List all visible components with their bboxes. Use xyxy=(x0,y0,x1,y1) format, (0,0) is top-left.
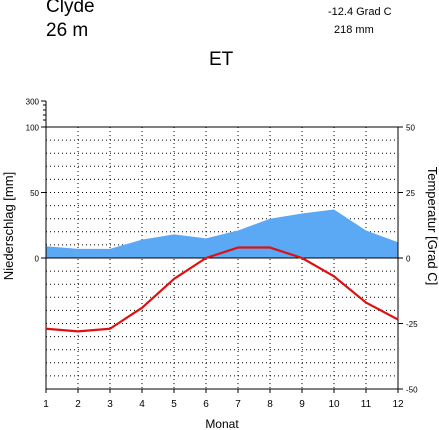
x-tick-label: 9 xyxy=(299,399,305,410)
left-tick-label: 0 xyxy=(35,255,40,264)
x-tick-label: 12 xyxy=(392,399,404,410)
left-axis-label: Niederschlag [mm] xyxy=(1,172,16,280)
right-tick-label: 50 xyxy=(406,124,415,133)
x-tick-label: 5 xyxy=(171,399,177,410)
precipitation-area xyxy=(45,209,399,258)
x-tick-label: 3 xyxy=(107,399,113,410)
x-tick-label: 10 xyxy=(328,399,340,410)
x-tick-label: 6 xyxy=(203,399,209,410)
x-tick-label: 1 xyxy=(43,399,49,410)
left-tick-label: 50 xyxy=(30,189,39,198)
annual-temperature: -12.4 Grad C xyxy=(328,6,392,18)
x-tick-label: 7 xyxy=(235,399,241,410)
station-name: Clyde xyxy=(46,0,95,17)
left-tick-label: 100 xyxy=(26,124,40,133)
precipitation-area-fill xyxy=(46,209,398,258)
x-tick-label: 4 xyxy=(139,399,145,410)
station-elevation: 26 m xyxy=(46,20,89,41)
right-tick-label: -50 xyxy=(406,386,418,395)
annual-precipitation: 218 mm xyxy=(334,24,374,36)
x-tick-label: 11 xyxy=(361,399,372,410)
x-tick-label: 8 xyxy=(267,399,273,410)
chart-labels: Monat Niederschlag [mm] Temperatur [Grad… xyxy=(1,167,439,430)
temperature-line xyxy=(45,246,399,333)
left-tick-label: 300 xyxy=(26,98,40,107)
x-tick-label: 2 xyxy=(75,399,81,410)
right-tick-label: -25 xyxy=(406,320,418,329)
climate-class: ET xyxy=(209,49,234,70)
temperature-polyline xyxy=(45,246,399,333)
right-axis-label: Temperatur [Grad C] xyxy=(425,167,439,286)
right-tick-label: 25 xyxy=(406,189,415,198)
x-axis-label: Monat xyxy=(205,417,239,430)
right-tick-label: 0 xyxy=(406,255,411,264)
